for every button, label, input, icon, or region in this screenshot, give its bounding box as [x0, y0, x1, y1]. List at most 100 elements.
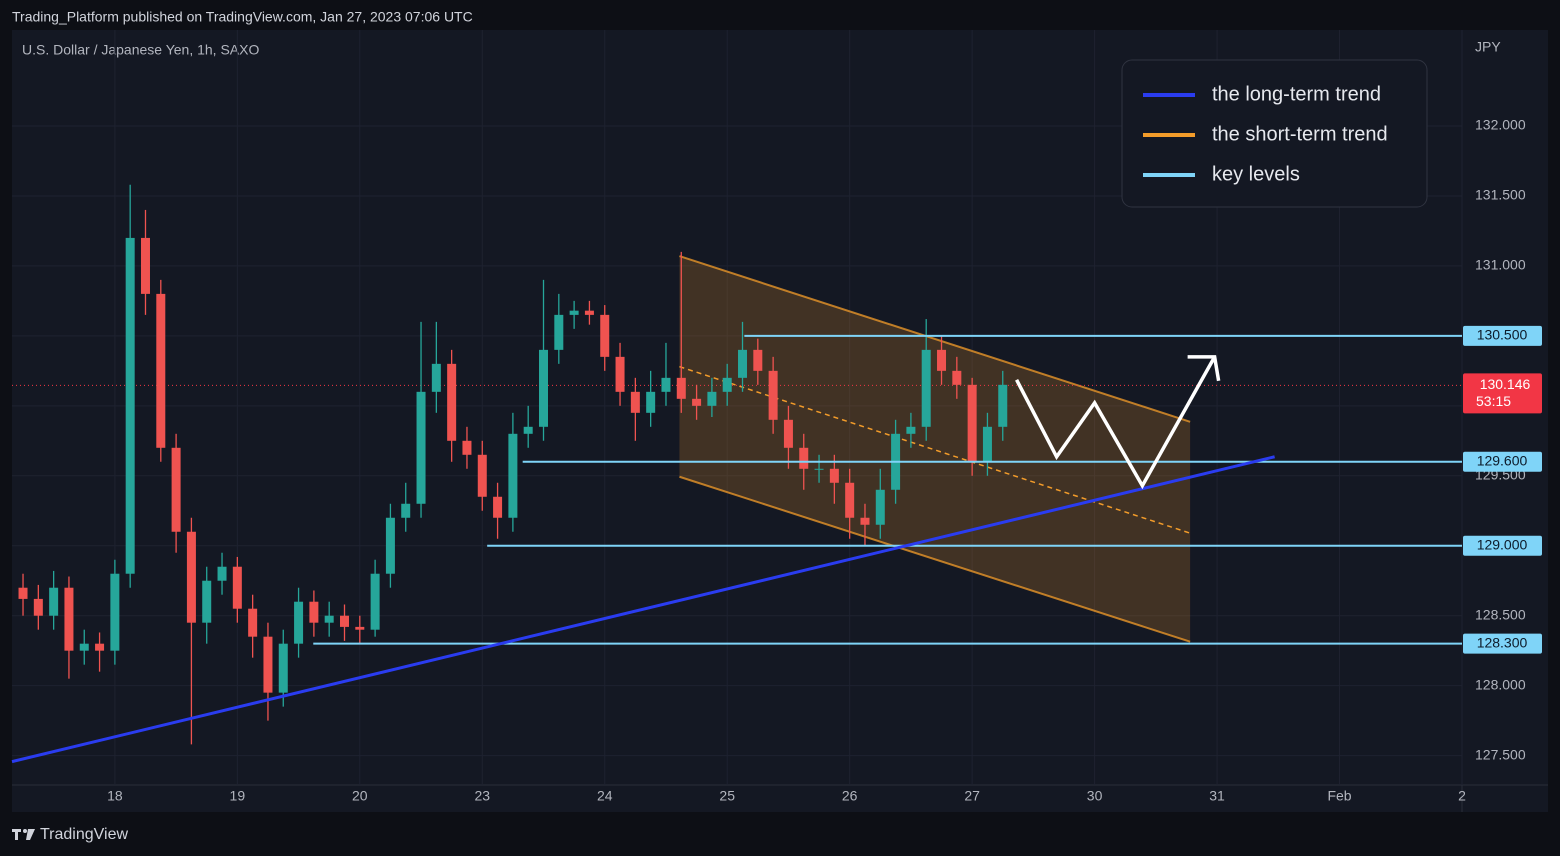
candle-body: [263, 636, 273, 693]
candle-body: [539, 349, 549, 427]
x-tick-label: 20: [352, 788, 368, 804]
channel-upper: [679, 255, 1191, 423]
price-label-box: [1463, 451, 1542, 472]
price-label-box: [1463, 535, 1542, 556]
candle-body: [401, 503, 411, 518]
candle-body: [33, 598, 43, 616]
price-label: 128.300: [1477, 634, 1528, 650]
candle-body: [982, 426, 992, 462]
candle-body: [110, 573, 120, 651]
candle-body: [217, 566, 227, 581]
x-tick-label: 27: [964, 788, 980, 804]
candle-body: [64, 587, 74, 651]
candle-body: [845, 482, 855, 518]
candle-body: [18, 587, 28, 599]
y-tick-label: 131.000: [1475, 257, 1526, 273]
candle-body: [875, 489, 885, 525]
candle-body: [370, 573, 380, 630]
candle-body: [523, 426, 533, 434]
candle-body: [171, 447, 181, 532]
legend-label: the short-term trend: [1212, 123, 1388, 145]
candle-body: [584, 310, 594, 315]
candle-body: [783, 419, 793, 448]
y-tick-label: 128.500: [1475, 606, 1526, 622]
x-tick-label: 26: [842, 788, 858, 804]
candle-body: [722, 377, 732, 392]
x-tick-label: 23: [474, 788, 490, 804]
candle-body: [278, 643, 288, 693]
candle-body: [967, 384, 977, 462]
candle-body: [768, 370, 778, 420]
plot: [11, 30, 1463, 785]
legend-label: key levels: [1212, 163, 1300, 185]
candle-body: [569, 310, 579, 315]
y-tick-label: 132.000: [1475, 117, 1526, 133]
candle-body: [140, 237, 150, 294]
candle-body: [615, 356, 625, 392]
x-tick-label: 31: [1209, 788, 1225, 804]
x-tick-label: 2: [1458, 788, 1466, 804]
candle-body: [202, 580, 212, 623]
candle-body: [600, 314, 610, 357]
projection-path: [1015, 355, 1217, 490]
candle-body: [937, 349, 947, 371]
channel-lower: [679, 475, 1191, 643]
x-tick-label: 25: [719, 788, 735, 804]
current-price-label: 130.146: [1480, 376, 1531, 392]
candle-body: [355, 626, 365, 630]
price-label: 129.600: [1477, 452, 1528, 468]
candle-body: [309, 601, 319, 623]
candle-body: [952, 370, 962, 385]
countdown-label: 53:15: [1476, 393, 1511, 409]
candle-body: [156, 293, 166, 448]
candle-body: [232, 566, 242, 609]
candle-body: [860, 517, 870, 525]
candle-body: [753, 349, 763, 371]
candle-body: [339, 615, 349, 627]
x-tick-label: Feb: [1327, 788, 1351, 804]
legend-box: [1121, 59, 1428, 208]
candle-body: [646, 391, 656, 413]
candle-body: [493, 496, 503, 518]
candle-body: [477, 454, 487, 497]
candle-body: [921, 349, 931, 427]
candle-body: [324, 615, 334, 623]
price-label-box: [1463, 325, 1542, 346]
header: Trading_Platform published on TradingVie…: [12, 9, 473, 25]
candle-body: [49, 587, 59, 616]
candle-body: [829, 468, 839, 483]
candle-body: [906, 426, 916, 434]
candle-body: [294, 601, 304, 644]
candle-body: [692, 398, 702, 406]
price-label-box: [1463, 633, 1542, 654]
candle-body: [125, 237, 135, 574]
candle-body: [79, 643, 89, 651]
candle-body: [416, 391, 426, 504]
brand: TradingView: [40, 826, 128, 843]
candle-body: [385, 517, 395, 574]
y-tick-label: 127.500: [1475, 746, 1526, 762]
candle-body: [814, 468, 824, 470]
candle-body: [676, 377, 686, 399]
x-tick-label: 19: [230, 788, 246, 804]
candle-body: [95, 643, 105, 651]
candle-body: [661, 377, 671, 392]
legend-label: the long-term trend: [1212, 83, 1381, 105]
candle-body: [707, 391, 717, 406]
current-price-box: [1463, 373, 1542, 414]
candle-body: [462, 440, 472, 455]
currency: JPY: [1475, 39, 1501, 55]
x-tick-label: 24: [597, 788, 613, 804]
y-tick-label: 128.000: [1475, 676, 1526, 692]
long-term-trend: [11, 455, 1275, 764]
candle-body: [998, 384, 1008, 427]
candle-body: [554, 314, 564, 350]
candle-body: [186, 531, 196, 623]
projection-arrowhead: [1187, 355, 1221, 382]
candle-body: [630, 391, 640, 413]
x-tick-label: 30: [1087, 788, 1103, 804]
candle-body: [431, 363, 441, 392]
y-tick-label: 131.500: [1475, 187, 1526, 203]
candle-body: [248, 608, 258, 637]
